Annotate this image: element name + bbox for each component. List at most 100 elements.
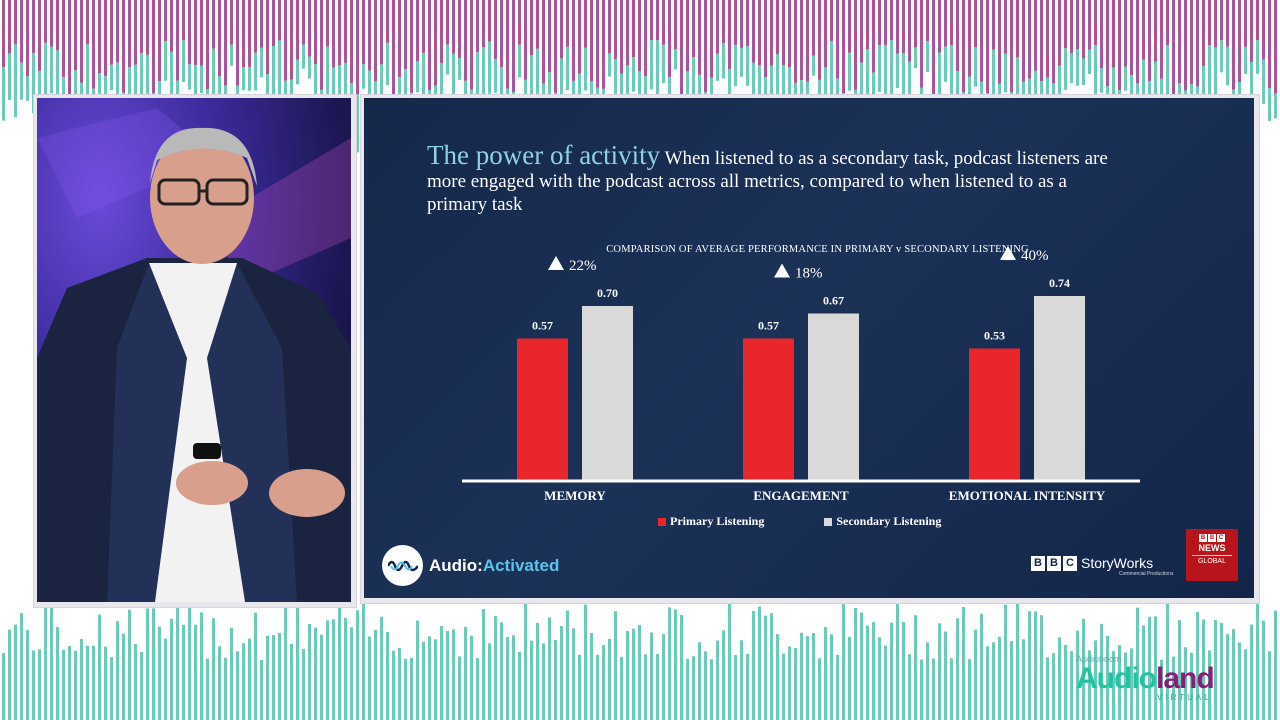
waveform-stripe-top bbox=[350, 0, 353, 84]
waveform-stripe-bottom bbox=[980, 613, 983, 720]
waveform-stripe-top bbox=[1106, 0, 1109, 87]
waveform-stripe-mid bbox=[182, 40, 185, 82]
waveform-stripe-bottom bbox=[1004, 604, 1007, 720]
waveform-stripe-top bbox=[248, 0, 251, 67]
waveform-stripe-bottom bbox=[38, 649, 41, 720]
waveform-stripe-bottom bbox=[1232, 629, 1235, 720]
waveform-stripe-mid bbox=[476, 52, 479, 96]
waveform-stripe-mid bbox=[2, 66, 5, 121]
waveform-stripe-mid bbox=[746, 46, 749, 86]
waveform-stripe-bottom bbox=[212, 618, 215, 720]
slide-title: The power of activity When listened to a… bbox=[427, 142, 1127, 216]
waveform-stripe-bottom bbox=[836, 654, 839, 720]
waveform-stripe-mid bbox=[1226, 46, 1229, 86]
waveform-stripe-top bbox=[728, 0, 731, 70]
waveform-stripe-bottom bbox=[872, 622, 875, 720]
waveform-stripe-top bbox=[986, 0, 989, 94]
waveform-stripe-top bbox=[38, 0, 41, 71]
waveform-stripe-top bbox=[1016, 0, 1019, 58]
waveform-stripe-mid bbox=[1094, 45, 1097, 101]
legend-label-primary: Primary Listening bbox=[670, 514, 765, 528]
waveform-stripe-top bbox=[80, 0, 83, 83]
waveform-stripe-bottom bbox=[1238, 642, 1241, 720]
waveform-stripe-bottom bbox=[926, 642, 929, 720]
waveform-stripe-mid bbox=[356, 94, 359, 153]
waveform-stripe-mid bbox=[896, 53, 899, 89]
waveform-stripe-mid bbox=[776, 54, 779, 111]
waveform-stripe-bottom bbox=[650, 632, 653, 720]
waveform-stripe-top bbox=[338, 0, 341, 66]
waveform-stripe-top bbox=[1160, 0, 1163, 79]
waveform-stripe-top bbox=[560, 0, 563, 59]
waveform-stripe-mid bbox=[50, 46, 53, 94]
audioland-name-accent: land bbox=[1155, 662, 1215, 695]
waveform-stripe-bottom bbox=[236, 651, 239, 720]
waveform-stripe-top bbox=[104, 0, 107, 76]
waveform-stripe-mid bbox=[1142, 59, 1145, 119]
waveform-stripe-bottom bbox=[794, 647, 797, 720]
waveform-stripe-bottom bbox=[482, 608, 485, 720]
waveform-stripe-top bbox=[440, 0, 443, 63]
waveform-stripe-mid bbox=[260, 47, 263, 78]
waveform-stripe-bottom bbox=[56, 626, 59, 720]
waveform-stripe-bottom bbox=[1166, 601, 1169, 720]
waveform-stripe-top bbox=[794, 0, 797, 83]
waveform-stripe-top bbox=[416, 0, 419, 62]
waveform-stripe-mid bbox=[404, 69, 407, 108]
waveform-stripe-mid bbox=[254, 52, 257, 91]
waveform-stripe-top bbox=[410, 0, 413, 93]
waveform-stripe-bottom bbox=[50, 602, 53, 720]
waveform-stripe-bottom bbox=[1058, 637, 1061, 720]
waveform-stripe-bottom bbox=[524, 602, 527, 720]
waveform-stripe-bottom bbox=[656, 654, 659, 720]
waveform-stripe-top bbox=[488, 0, 491, 42]
waveform-stripe-top bbox=[362, 0, 365, 65]
waveform-stripe-top bbox=[950, 0, 953, 46]
waveform-stripe-mid bbox=[812, 55, 815, 76]
waveform-stripe-top bbox=[2, 0, 5, 67]
waveform-stripe-top bbox=[1040, 0, 1043, 82]
waveform-stripe-bottom bbox=[788, 646, 791, 720]
waveform-stripe-mid bbox=[662, 44, 665, 84]
waveform-stripe-top bbox=[134, 0, 137, 65]
waveform-stripe-mid bbox=[482, 46, 485, 111]
waveform-stripe-mid bbox=[722, 43, 725, 79]
waveform-stripe-top bbox=[998, 0, 1001, 84]
waveform-stripe-top bbox=[506, 0, 509, 89]
waveform-stripe-top bbox=[734, 0, 737, 45]
waveform-stripe-mid bbox=[500, 67, 503, 101]
waveform-stripe-bottom bbox=[116, 621, 119, 720]
waveform-stripe-top bbox=[908, 0, 911, 62]
audioland-sponsor: Audioboom bbox=[1076, 654, 1122, 664]
waveform-stripe-mid bbox=[170, 51, 173, 96]
waveform-stripe-top bbox=[278, 0, 281, 41]
waveform-stripe-top bbox=[776, 0, 779, 55]
waveform-stripe-top bbox=[644, 0, 647, 77]
legend-label-secondary: Secondary Listening bbox=[836, 514, 942, 528]
waveform-stripe-mid bbox=[1076, 49, 1079, 86]
waveform-stripe-bottom bbox=[338, 606, 341, 720]
waveform-stripe-bottom bbox=[560, 625, 563, 720]
waveform-stripe-top bbox=[920, 0, 923, 88]
waveform-stripe-bottom bbox=[662, 634, 665, 720]
waveform-stripe-mid bbox=[1034, 70, 1037, 109]
bar-primary-1 bbox=[517, 338, 568, 481]
waveform-stripe-mid bbox=[884, 44, 887, 97]
waveform-stripe-top bbox=[62, 0, 65, 77]
waveform-stripe-top bbox=[782, 0, 785, 66]
waveform-stripe-bottom bbox=[434, 639, 437, 720]
waveform-stripe-bottom bbox=[740, 640, 743, 720]
waveform-stripe-bottom bbox=[146, 608, 149, 720]
waveform-stripe-top bbox=[1142, 0, 1145, 60]
waveform-stripe-mid bbox=[890, 40, 893, 119]
waveform-stripe-mid bbox=[188, 64, 191, 90]
waveform-stripe-top bbox=[872, 0, 875, 73]
waveform-stripe-bottom bbox=[932, 658, 935, 720]
waveform-stripe-bottom bbox=[848, 636, 851, 720]
waveform-stripe-bottom bbox=[392, 650, 395, 720]
waveform-stripe-bottom bbox=[242, 643, 245, 720]
waveform-stripe-bottom bbox=[1160, 659, 1163, 720]
waveform-stripe-top bbox=[692, 0, 695, 58]
waveform-stripe-bottom bbox=[92, 645, 95, 720]
